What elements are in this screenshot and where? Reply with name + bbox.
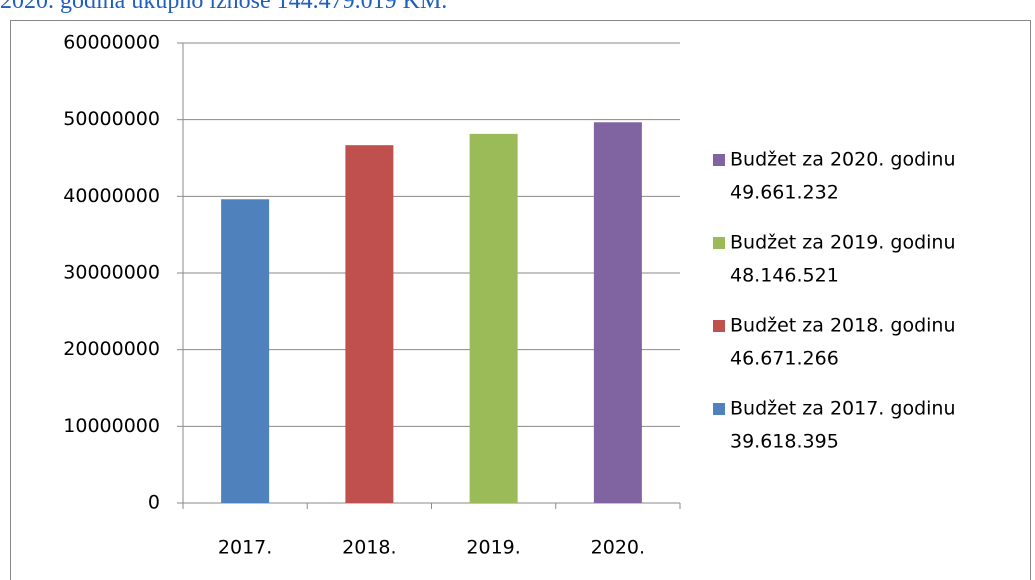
bar [469, 133, 518, 503]
y-tick-label: 30000000 [63, 262, 160, 284]
bar [221, 199, 270, 503]
legend-label: Budžet za 2018. godinu [730, 315, 956, 337]
bar [593, 122, 642, 503]
y-tick-label: 60000000 [63, 32, 160, 54]
y-tick-label: 0 [148, 492, 160, 514]
legend-label: Budžet za 2017. godinu [730, 398, 956, 420]
legend-value-label: 39.618.395 [730, 431, 839, 453]
legend-value-label: 48.146.521 [730, 265, 839, 287]
legend-swatch [713, 320, 725, 332]
y-tick-label: 10000000 [63, 415, 160, 437]
bar [345, 145, 394, 504]
legend-label: Budžet za 2019. godinu [730, 232, 956, 254]
legend-swatch [713, 154, 725, 166]
legend-swatch [713, 403, 725, 415]
chart-frame [10, 20, 1031, 580]
legend-swatch [713, 237, 725, 249]
y-tick-label: 20000000 [63, 338, 160, 360]
y-tick-label: 40000000 [63, 185, 160, 207]
legend-value-label: 49.661.232 [730, 182, 839, 204]
x-tick-label: 2019. [466, 537, 520, 559]
x-tick-label: 2017. [218, 537, 272, 559]
x-tick-label: 2018. [342, 537, 396, 559]
caption: 2020. godina ukupno iznose 144.479.019 K… [0, 0, 447, 14]
y-tick-label: 50000000 [63, 108, 160, 130]
legend-value-label: 46.671.266 [730, 348, 839, 370]
legend-label: Budžet za 2020. godinu [730, 149, 956, 171]
x-tick-label: 2020. [591, 537, 645, 559]
